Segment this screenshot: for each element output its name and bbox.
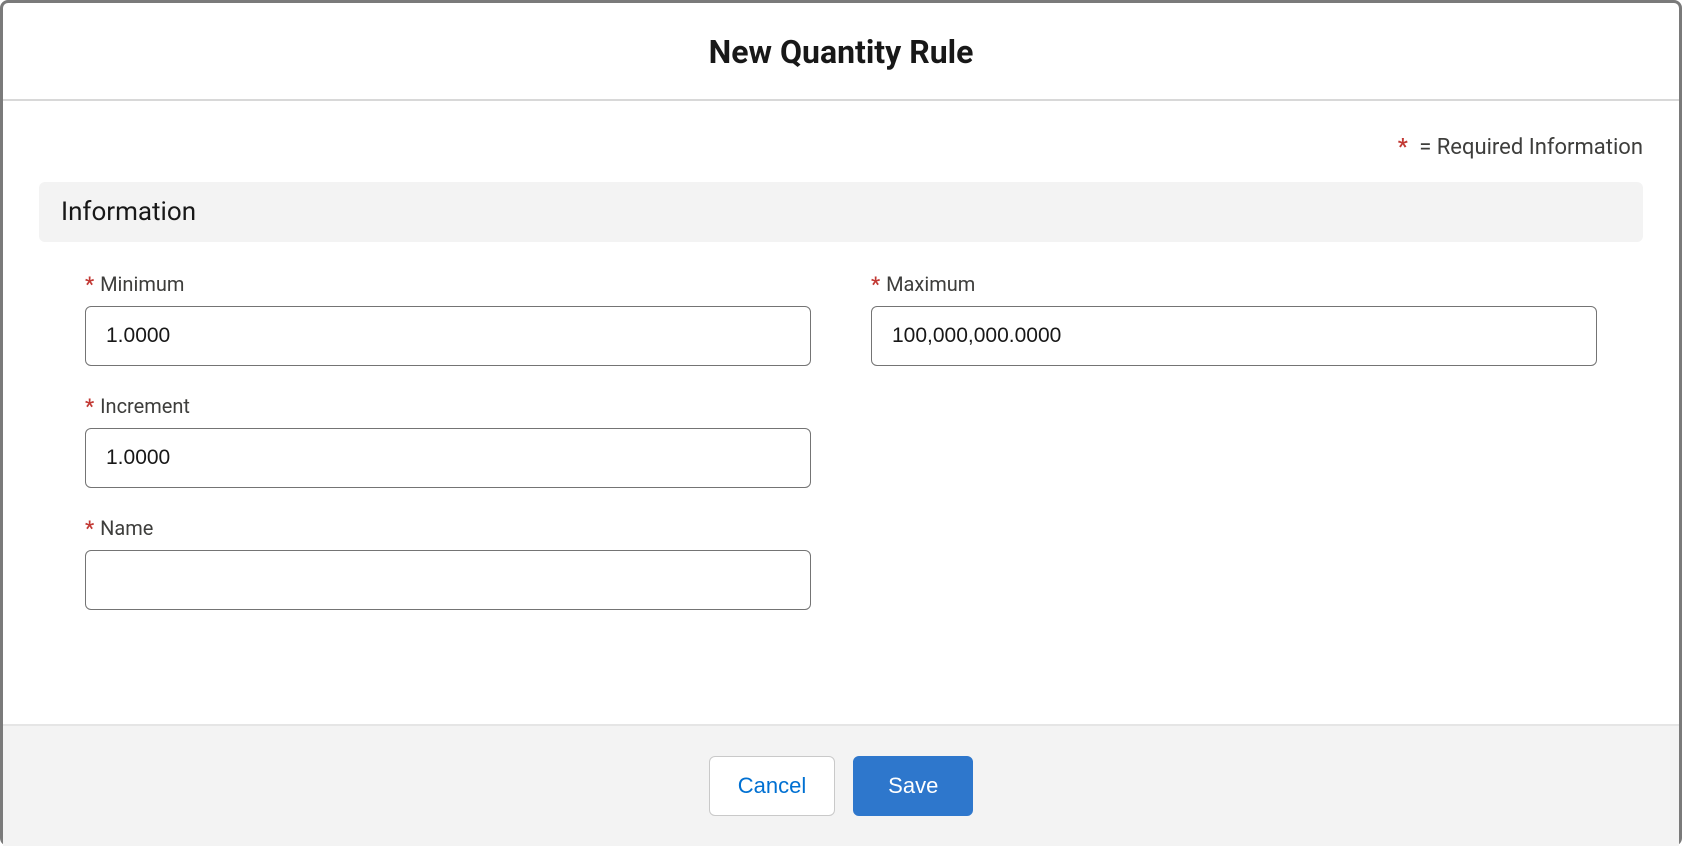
required-legend-text: = Required Information (1419, 135, 1643, 160)
cancel-button[interactable]: Cancel (709, 756, 835, 816)
name-input[interactable] (85, 550, 811, 610)
modal-footer: Cancel Save (3, 724, 1679, 846)
minimum-field: * Minimum (85, 272, 811, 366)
increment-field: * Increment (85, 394, 811, 488)
section-header-information: Information (39, 182, 1643, 242)
maximum-input[interactable] (871, 306, 1597, 366)
minimum-input[interactable] (85, 306, 811, 366)
modal-body: * = Required Information Information * M… (3, 101, 1679, 650)
save-button[interactable]: Save (853, 756, 973, 816)
maximum-label: * Maximum (871, 272, 1597, 296)
required-legend: * = Required Information (39, 135, 1643, 160)
maximum-label-text: Maximum (886, 272, 975, 296)
minimum-label: * Minimum (85, 272, 811, 296)
maximum-field: * Maximum (871, 272, 1597, 366)
modal-header: New Quantity Rule (3, 3, 1679, 101)
asterisk-icon: * (85, 272, 94, 296)
asterisk-icon: * (85, 516, 94, 540)
asterisk-icon: * (871, 272, 880, 296)
increment-label: * Increment (85, 394, 811, 418)
form-grid: * Minimum * Maximum * Increment * Name (39, 272, 1643, 610)
modal-title: New Quantity Rule (3, 33, 1679, 71)
name-field: * Name (85, 516, 811, 610)
minimum-label-text: Minimum (100, 272, 184, 296)
name-label: * Name (85, 516, 811, 540)
name-label-text: Name (100, 516, 153, 540)
asterisk-icon: * (1398, 135, 1408, 160)
increment-input[interactable] (85, 428, 811, 488)
increment-label-text: Increment (100, 394, 190, 418)
asterisk-icon: * (85, 394, 94, 418)
